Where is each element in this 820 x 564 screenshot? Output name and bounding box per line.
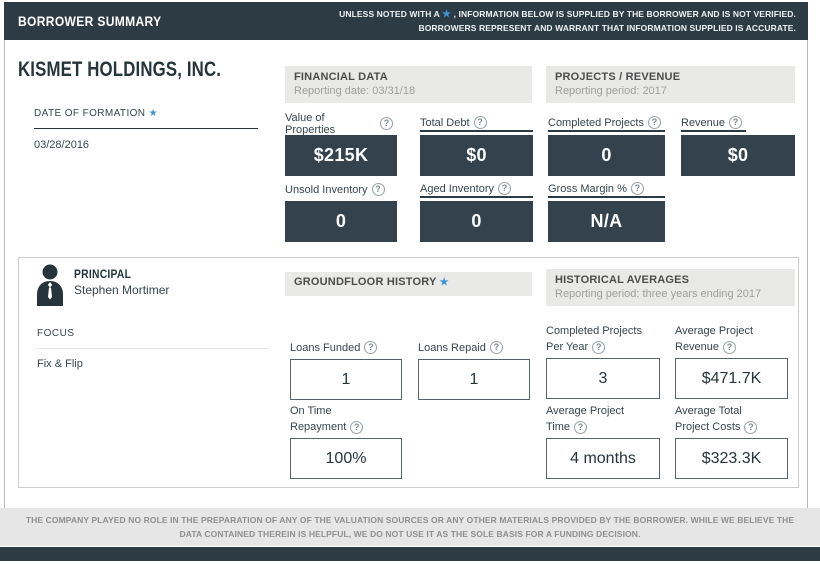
field-label: Gross Margin %?	[548, 181, 665, 198]
field-label: Revenue?	[681, 115, 747, 132]
field-value: 0	[285, 201, 397, 242]
field-label: Unsold Inventory?	[285, 181, 389, 198]
footer-disclaimer-text: THE COMPANY PLAYED NO ROLE IN THE PREPAR…	[25, 514, 795, 539]
financial-data-title: FINANCIAL DATA	[294, 71, 388, 83]
date-of-formation-value: 03/28/2016	[34, 139, 90, 151]
field-label: Aged Inventory?	[420, 181, 533, 198]
field-label: Completed Projects?	[548, 115, 665, 132]
field-label: Average Total Project Costs?	[675, 403, 788, 435]
historical-averages-header: HISTORICAL AVERAGES Reporting period: th…	[546, 269, 795, 306]
date-of-formation-group: DATE OF FORMATION ★ 03/28/2016	[34, 108, 258, 151]
field-label: Average Project Time?	[546, 405, 625, 434]
disclaimer-line-2: BORROWERS REPRESENT AND WARRANT THAT INF…	[418, 23, 796, 34]
field-value: $0	[681, 135, 795, 176]
projects-revenue-title: PROJECTS / REVENUE	[555, 71, 681, 83]
historical-averages-subtitle: Reporting period: three years ending 201…	[555, 288, 762, 300]
field-value: $215K	[285, 135, 397, 176]
groundfloor-history-title: GROUNDFLOOR HISTORY ★	[294, 276, 449, 288]
help-icon[interactable]: ?	[574, 420, 588, 434]
field-total-debt: Total Debt? $0	[420, 115, 533, 176]
field-label: Average Project Revenue?	[675, 325, 754, 354]
groundfloor-history-header: GROUNDFLOOR HISTORY ★	[285, 272, 532, 296]
date-of-formation-label: DATE OF FORMATION ★	[34, 108, 258, 129]
help-icon[interactable]: ?	[592, 340, 606, 354]
field-value: 3	[546, 358, 660, 399]
field-label: Value of Properties?	[285, 112, 397, 136]
financial-data-subtitle: Reporting date: 03/31/18	[294, 85, 416, 97]
field-label: Completed Projects Per Year?	[546, 325, 642, 354]
footer-disclaimer-bar: THE COMPANY PLAYED NO ROLE IN THE PREPAR…	[0, 508, 820, 546]
star-icon: ★	[148, 108, 158, 119]
help-icon[interactable]: ?	[744, 420, 758, 434]
field-label: Total Debt?	[420, 115, 533, 132]
field-unsold-inventory: Unsold Inventory? 0	[285, 181, 397, 242]
field-value: N/A	[548, 201, 665, 242]
help-icon[interactable]: ?	[729, 116, 743, 129]
field-loans-funded: Loans Funded? 1	[290, 339, 402, 400]
field-loans-repaid: Loans Repaid? 1	[418, 339, 530, 400]
field-value: $0	[420, 135, 533, 176]
field-on-time-repayment: On Time Repayment? 100%	[290, 403, 402, 479]
header-disclaimer: UNLESS NOTED WITH A ★ , INFORMATION BELO…	[339, 7, 796, 36]
field-value: 4 months	[546, 438, 660, 479]
help-icon[interactable]: ?	[498, 182, 511, 195]
help-icon[interactable]: ?	[473, 116, 487, 129]
field-average-project-revenue: Average Project Revenue? $471.7K	[675, 323, 788, 399]
field-completed-projects: Completed Projects? 0	[548, 115, 665, 176]
principal-icon	[37, 264, 63, 306]
principal-name: Stephen Mortimer	[74, 283, 170, 297]
field-gross-margin: Gross Margin %? N/A	[548, 181, 665, 242]
star-icon: ★	[439, 277, 449, 288]
help-icon[interactable]: ?	[371, 183, 385, 196]
company-name: KISMET HOLDINGS, INC.	[18, 58, 222, 81]
principal-title: PRINCIPAL	[74, 267, 132, 281]
field-value: 0	[420, 201, 533, 242]
help-icon[interactable]: ?	[364, 341, 378, 354]
field-revenue: Revenue? $0	[681, 115, 795, 176]
field-label: Loans Repaid?	[418, 339, 507, 356]
disclaimer-line-1: UNLESS NOTED WITH A ★ , INFORMATION BELO…	[339, 8, 796, 20]
field-completed-projects-per-year: Completed Projects Per Year? 3	[546, 323, 660, 399]
help-icon[interactable]: ?	[723, 340, 737, 354]
help-icon[interactable]: ?	[380, 117, 393, 130]
help-icon[interactable]: ?	[630, 182, 644, 195]
field-value-of-properties: Value of Properties? $215K	[285, 112, 397, 176]
field-label: Loans Funded?	[290, 339, 381, 356]
header-bar: BORROWER SUMMARY UNLESS NOTED WITH A ★ ,…	[4, 2, 808, 40]
help-icon[interactable]: ?	[350, 420, 364, 434]
field-value: $323.3K	[675, 438, 788, 479]
help-icon[interactable]: ?	[489, 341, 503, 354]
field-value: $471.7K	[675, 358, 788, 399]
focus-group: FOCUS Fix & Flip	[37, 328, 269, 370]
field-average-project-time: Average Project Time? 4 months	[546, 403, 660, 479]
field-value: 1	[418, 359, 530, 400]
historical-averages-title: HISTORICAL AVERAGES	[555, 274, 690, 286]
help-icon[interactable]: ?	[648, 116, 661, 129]
focus-value: Fix & Flip	[37, 358, 83, 370]
field-aged-inventory: Aged Inventory? 0	[420, 181, 533, 242]
page-title: BORROWER SUMMARY	[18, 13, 162, 29]
field-average-total-project-costs: Average Total Project Costs? $323.3K	[675, 403, 788, 479]
field-value: 100%	[290, 438, 402, 479]
field-value: 0	[548, 135, 665, 176]
star-icon: ★	[442, 8, 452, 20]
field-value: 1	[290, 359, 402, 400]
projects-revenue-header: PROJECTS / REVENUE Reporting period: 201…	[546, 66, 795, 103]
focus-label: FOCUS	[37, 328, 269, 349]
bottom-bar	[0, 547, 820, 561]
field-label: On Time Repayment?	[290, 403, 402, 435]
projects-revenue-subtitle: Reporting period: 2017	[555, 85, 667, 97]
financial-data-header: FINANCIAL DATA Reporting date: 03/31/18	[285, 66, 532, 103]
